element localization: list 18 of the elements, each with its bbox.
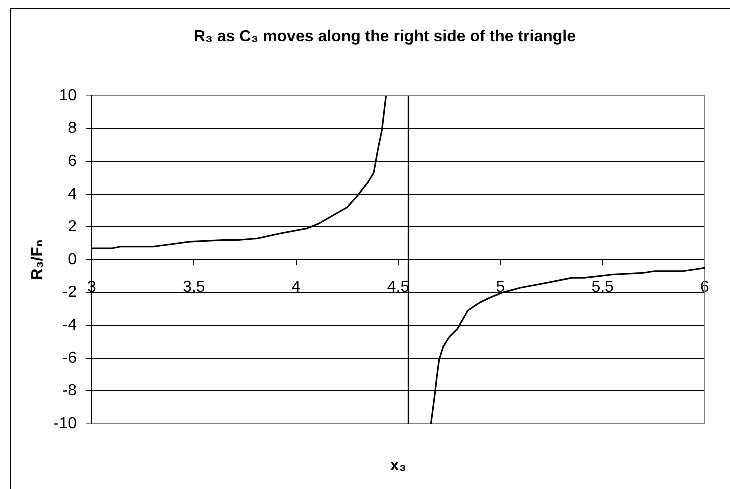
x-axis-title: x₃ [390, 457, 407, 474]
y-tick-label: 6 [68, 153, 78, 170]
x-tick-label: 3.5 [183, 279, 206, 296]
y-tick-label: -10 [54, 415, 78, 432]
y-axis-title: R₃/Fₙ [29, 240, 46, 280]
y-tick-label: -8 [62, 382, 78, 400]
y-tick-label: 0 [68, 251, 78, 268]
x-tick-label: 4 [292, 279, 301, 296]
y-tick-label: -2 [62, 284, 78, 302]
y-tick-label: 4 [68, 186, 78, 203]
y-tick-label: 10 [59, 87, 78, 104]
x-tick-label: 5.5 [592, 279, 614, 296]
y-tick-label: -4 [62, 317, 78, 334]
x-tick-label: 5 [496, 279, 506, 296]
chart-title: R₃ as C₃ moves along the right side of the triangle [194, 28, 576, 46]
y-tick-label: 2 [68, 218, 78, 236]
y-tick-label: 8 [68, 120, 78, 138]
y-tick-label: -6 [62, 350, 78, 367]
